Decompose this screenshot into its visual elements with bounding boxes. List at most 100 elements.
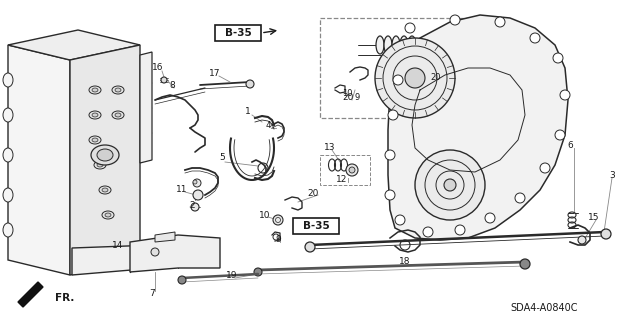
Circle shape	[450, 15, 460, 25]
Ellipse shape	[376, 36, 384, 54]
Circle shape	[305, 242, 315, 252]
Circle shape	[405, 23, 415, 33]
Polygon shape	[388, 15, 568, 240]
Ellipse shape	[102, 211, 114, 219]
Circle shape	[578, 236, 586, 244]
Text: 7: 7	[149, 288, 155, 298]
Text: 2: 2	[189, 201, 195, 210]
Circle shape	[193, 180, 197, 184]
Ellipse shape	[384, 36, 392, 54]
Circle shape	[161, 77, 167, 83]
Polygon shape	[8, 30, 140, 60]
Text: 10: 10	[259, 211, 271, 219]
Circle shape	[455, 225, 465, 235]
Text: 20: 20	[430, 73, 440, 83]
Ellipse shape	[3, 108, 13, 122]
Ellipse shape	[3, 73, 13, 87]
Text: 17: 17	[209, 69, 221, 78]
Circle shape	[178, 276, 186, 284]
Ellipse shape	[97, 149, 113, 161]
Circle shape	[485, 213, 495, 223]
Text: 15: 15	[588, 213, 600, 222]
Ellipse shape	[92, 138, 98, 142]
Ellipse shape	[97, 163, 103, 167]
Ellipse shape	[89, 111, 101, 119]
Text: 5: 5	[219, 153, 225, 162]
Circle shape	[520, 259, 530, 269]
Text: SDA4-A0840C: SDA4-A0840C	[510, 303, 577, 313]
Ellipse shape	[92, 88, 98, 92]
Text: 6: 6	[567, 140, 573, 150]
Text: 11: 11	[176, 186, 188, 195]
Bar	[490, 125, 510, 145]
Circle shape	[191, 203, 199, 211]
Circle shape	[273, 215, 283, 225]
Circle shape	[423, 227, 433, 237]
Circle shape	[349, 167, 355, 173]
Polygon shape	[140, 52, 152, 163]
Bar	[493, 128, 507, 142]
Polygon shape	[130, 235, 220, 272]
Ellipse shape	[112, 111, 124, 119]
Bar	[320, 155, 370, 185]
Bar	[320, 18, 475, 118]
Text: 16: 16	[152, 63, 164, 72]
Ellipse shape	[115, 113, 121, 117]
Text: 4: 4	[265, 121, 271, 130]
Polygon shape	[72, 245, 155, 275]
Ellipse shape	[115, 88, 121, 92]
Circle shape	[385, 190, 395, 200]
Text: 19: 19	[227, 271, 237, 280]
Ellipse shape	[3, 148, 13, 162]
Circle shape	[385, 150, 395, 160]
Ellipse shape	[91, 145, 119, 165]
Circle shape	[395, 215, 405, 225]
Bar	[293, 218, 339, 234]
Circle shape	[193, 190, 203, 200]
Text: 3: 3	[609, 170, 615, 180]
Ellipse shape	[94, 161, 106, 169]
Circle shape	[540, 163, 550, 173]
Ellipse shape	[105, 213, 111, 217]
Text: 14: 14	[112, 241, 124, 249]
Circle shape	[553, 53, 563, 63]
Ellipse shape	[408, 36, 416, 54]
Ellipse shape	[3, 223, 13, 237]
Circle shape	[495, 17, 505, 27]
Circle shape	[393, 75, 403, 85]
Circle shape	[601, 229, 611, 239]
Ellipse shape	[89, 136, 101, 144]
Polygon shape	[155, 232, 175, 242]
Ellipse shape	[400, 36, 408, 54]
Circle shape	[193, 179, 201, 187]
Circle shape	[254, 268, 262, 276]
Circle shape	[444, 179, 456, 191]
Text: 9: 9	[275, 235, 281, 244]
Text: 13: 13	[324, 144, 336, 152]
Circle shape	[388, 110, 398, 120]
Circle shape	[415, 150, 485, 220]
Text: 10: 10	[342, 88, 353, 98]
Ellipse shape	[89, 86, 101, 94]
Ellipse shape	[99, 186, 111, 194]
Circle shape	[151, 248, 159, 256]
Bar	[215, 25, 261, 41]
Polygon shape	[70, 45, 140, 275]
Text: B-35: B-35	[225, 28, 252, 38]
Text: 9: 9	[355, 93, 360, 102]
Circle shape	[405, 68, 425, 88]
Circle shape	[246, 80, 254, 88]
Circle shape	[530, 33, 540, 43]
Text: 18: 18	[399, 257, 411, 266]
Text: B-35: B-35	[303, 221, 330, 231]
Circle shape	[555, 130, 565, 140]
Circle shape	[346, 164, 358, 176]
Text: 12: 12	[336, 175, 348, 184]
Ellipse shape	[102, 188, 108, 192]
Ellipse shape	[112, 86, 124, 94]
Polygon shape	[18, 282, 43, 307]
Text: FR.: FR.	[55, 293, 74, 303]
Ellipse shape	[92, 113, 98, 117]
Text: 20: 20	[307, 189, 319, 197]
Text: 8: 8	[169, 80, 175, 90]
